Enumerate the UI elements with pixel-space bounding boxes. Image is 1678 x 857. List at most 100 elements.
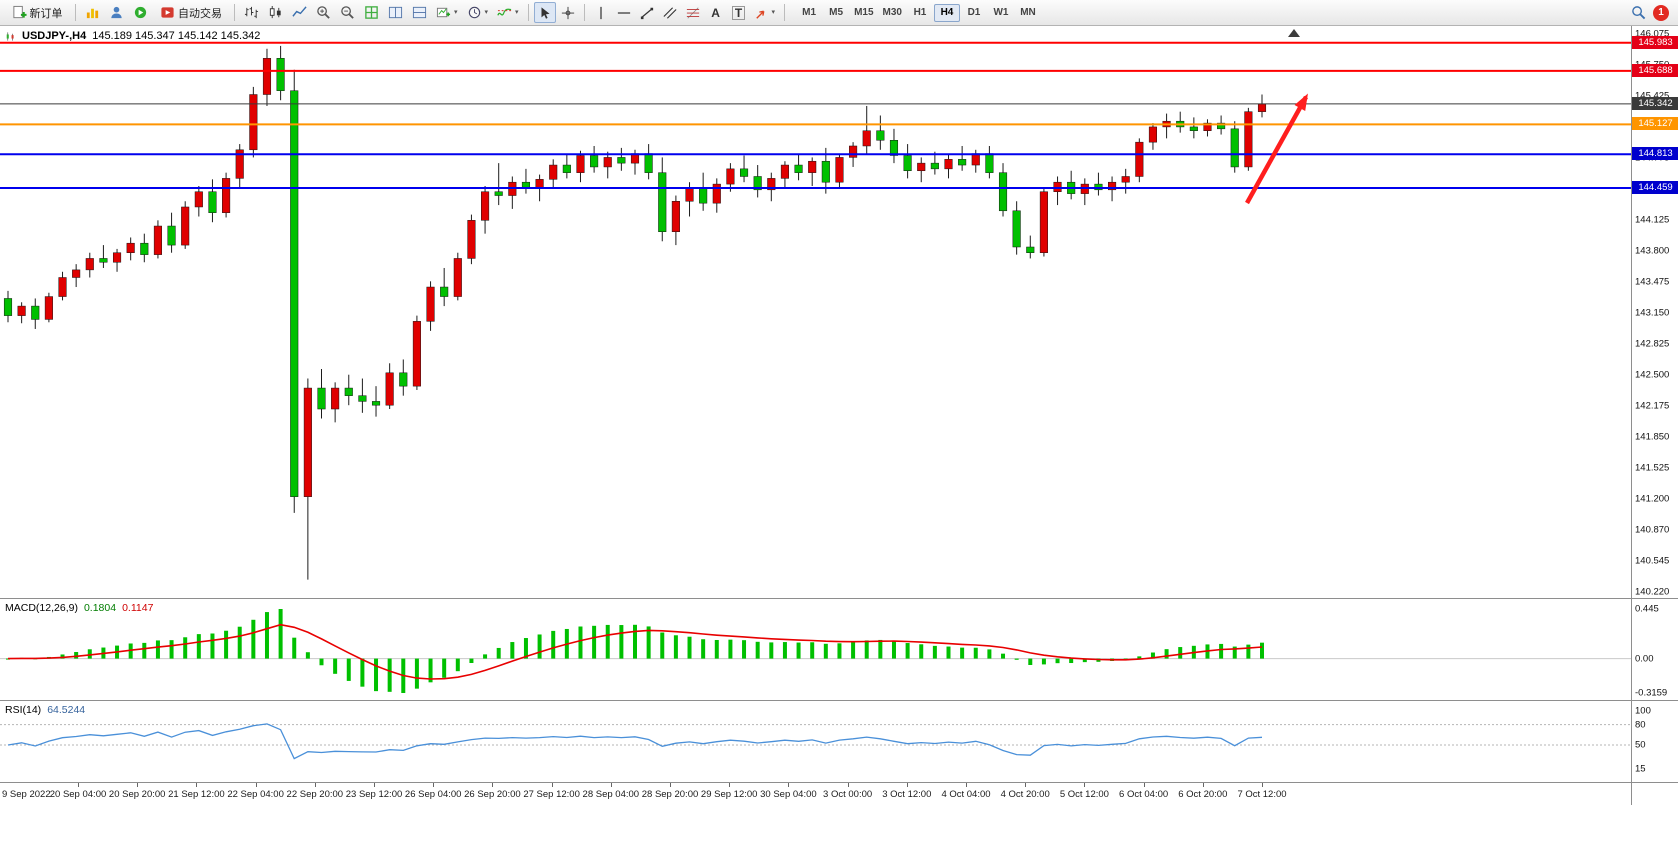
time-label: 26 Sep 04:00 — [404, 789, 462, 800]
line-chart-type-icon — [292, 6, 307, 17]
time-label: 23 Sep 12:00 — [345, 789, 403, 800]
time-label: 4 Oct 04:00 — [941, 789, 991, 800]
price-tick-label: 140.220 — [1635, 586, 1670, 598]
crosshair-button[interactable] — [557, 2, 579, 23]
rsi-scale[interactable]: 100 80 50 15 — [1631, 701, 1678, 782]
price-tick-label: 144.125 — [1635, 214, 1670, 226]
time-axis-tick — [906, 783, 908, 787]
new-chart-button[interactable] — [360, 2, 383, 23]
timeframe-button-mn[interactable]: MN — [1020, 7, 1036, 18]
macd-canvas[interactable] — [0, 599, 1678, 700]
timeframe-button-h1[interactable]: H1 — [913, 7, 927, 18]
tile-windows-horizontal-button[interactable] — [384, 2, 407, 23]
hline-tool-button[interactable] — [613, 2, 635, 23]
vline-tool-button[interactable] — [590, 2, 612, 23]
time-label: 28 Sep 04:00 — [582, 789, 640, 800]
bar-chart-type-button[interactable] — [240, 2, 263, 23]
time-axis-tick — [729, 783, 731, 787]
text-label-tool-button[interactable]: T — [728, 2, 750, 23]
cursor-icon — [541, 6, 550, 19]
macd-scale[interactable]: 0.445 0.00 -0.3159 — [1631, 599, 1678, 700]
price-badge: 145.127 — [1632, 117, 1678, 131]
hline-icon — [617, 11, 630, 14]
zoom-out-button[interactable] — [336, 2, 359, 23]
main-toolbar: 新订单 自动交易 — [0, 0, 1678, 26]
time-axis-tick — [255, 783, 257, 787]
notification-badge[interactable]: 1 — [1653, 4, 1669, 21]
new-order-label: 新订单 — [29, 7, 63, 20]
rsi-scale-label: 80 — [1635, 719, 1646, 731]
rsi-scale-label: 50 — [1635, 739, 1646, 751]
time-axis-tick — [492, 783, 494, 787]
indicators-button[interactable]: ▾ — [493, 2, 523, 23]
toolbar-separator — [583, 4, 585, 21]
price-tick-label: 140.545 — [1635, 555, 1670, 567]
macd-main-value: 0.1804 — [83, 602, 117, 614]
time-axis-tick — [788, 783, 790, 787]
candle-chart-type-button[interactable] — [264, 2, 287, 23]
rsi-scale-label: 100 — [1635, 705, 1651, 717]
terminal-button[interactable] — [129, 2, 152, 23]
timeframe-toolbar: M1 M5 M15 M30 H1 H4 D1 W1 MN — [796, 3, 1041, 22]
label-icon: T — [731, 5, 746, 20]
price-scale[interactable]: 146.075145.750145.425145.100144.775144.4… — [1631, 26, 1678, 598]
time-label: 6 Oct 20:00 — [1178, 789, 1228, 800]
time-axis-tick — [1025, 783, 1027, 787]
chart-shift-marker — [1288, 29, 1300, 37]
timeframe-button-m15[interactable]: M15 — [854, 7, 874, 18]
trend-arrow-annotation — [1245, 93, 1308, 205]
ohlc-values: 145.189 145.347 145.142 145.342 — [92, 30, 261, 42]
arrows-tool-button[interactable]: ▾ — [751, 2, 780, 23]
fibo-icon — [686, 6, 699, 19]
time-label: 30 Sep 04:00 — [760, 789, 817, 800]
channel-tool-button[interactable] — [659, 2, 681, 23]
time-axis[interactable]: 9 Sep 2022 20 Sep 04:00 20 Sep 20:00 21 Sep… — [0, 783, 1678, 805]
chart-templates-button[interactable]: ▾ — [432, 2, 462, 23]
price-badge: 145.983 — [1632, 35, 1678, 49]
rsi-scale-label: 15 — [1635, 763, 1646, 775]
time-label: 20 Sep 04:00 — [49, 789, 107, 800]
macd-panel[interactable]: MACD(12,26,9) 0.1804 0.1147 0.445 0.00 -0.… — [0, 599, 1678, 701]
crosshair-icon — [561, 6, 574, 19]
autotrading-button[interactable]: 自动交易 — [153, 2, 229, 23]
macd-signal-value: 0.1147 — [122, 602, 154, 614]
bottom-blank-area — [0, 805, 1678, 857]
market-watch-button[interactable] — [81, 2, 104, 23]
text-tool-button[interactable]: A — [705, 2, 727, 23]
new-order-button[interactable]: 新订单 — [4, 2, 70, 23]
price-tick-label: 141.200 — [1635, 493, 1670, 505]
timeframe-button-m1[interactable]: M1 — [802, 7, 817, 18]
tile-windows-vertical-button[interactable] — [408, 2, 431, 23]
chevron-down-icon: ▾ — [515, 9, 519, 16]
time-axis-corner — [1631, 783, 1678, 805]
price-tick-label: 141.850 — [1635, 431, 1670, 443]
zoom-in-button[interactable] — [312, 2, 335, 23]
rsi-canvas[interactable] — [0, 701, 1678, 782]
chart-region: USDJPY-,H4 145.189 145.347 145.142 145.3… — [0, 26, 1678, 857]
zoom-out-icon — [341, 6, 354, 19]
search-icon[interactable] — [1631, 5, 1646, 20]
time-axis-tick — [1084, 783, 1086, 787]
period-button[interactable]: ▾ — [463, 2, 493, 23]
horizontal-lines-layer — [0, 41, 1631, 190]
macd-scale-label: 0.445 — [1635, 603, 1659, 615]
macd-scale-label: -0.3159 — [1635, 687, 1668, 699]
line-chart-type-button[interactable] — [288, 2, 311, 23]
channel-icon — [663, 6, 677, 19]
timeframe-button-w1[interactable]: W1 — [993, 7, 1009, 18]
timeframe-button-m30[interactable]: M30 — [882, 7, 902, 18]
timeframe-button-d1[interactable]: D1 — [967, 7, 981, 18]
trendline-tool-button[interactable] — [636, 2, 658, 23]
timeframe-button-h4[interactable]: H4 — [933, 3, 960, 22]
price-chart-canvas[interactable] — [0, 26, 1678, 598]
autotrading-label: 自动交易 — [178, 7, 222, 20]
rsi-panel[interactable]: RSI(14) 64.5244 100 80 50 15 — [0, 701, 1678, 783]
navigator-button[interactable] — [105, 2, 128, 23]
period-icon — [468, 6, 480, 19]
price-chart-panel[interactable]: USDJPY-,H4 145.189 145.347 145.142 145.3… — [0, 26, 1678, 599]
timeframe-button-m5[interactable]: M5 — [829, 7, 844, 18]
arrows-icon — [755, 10, 764, 19]
fibo-tool-button[interactable] — [682, 2, 704, 23]
cursor-button[interactable] — [533, 2, 556, 23]
time-axis-tick — [610, 783, 612, 787]
